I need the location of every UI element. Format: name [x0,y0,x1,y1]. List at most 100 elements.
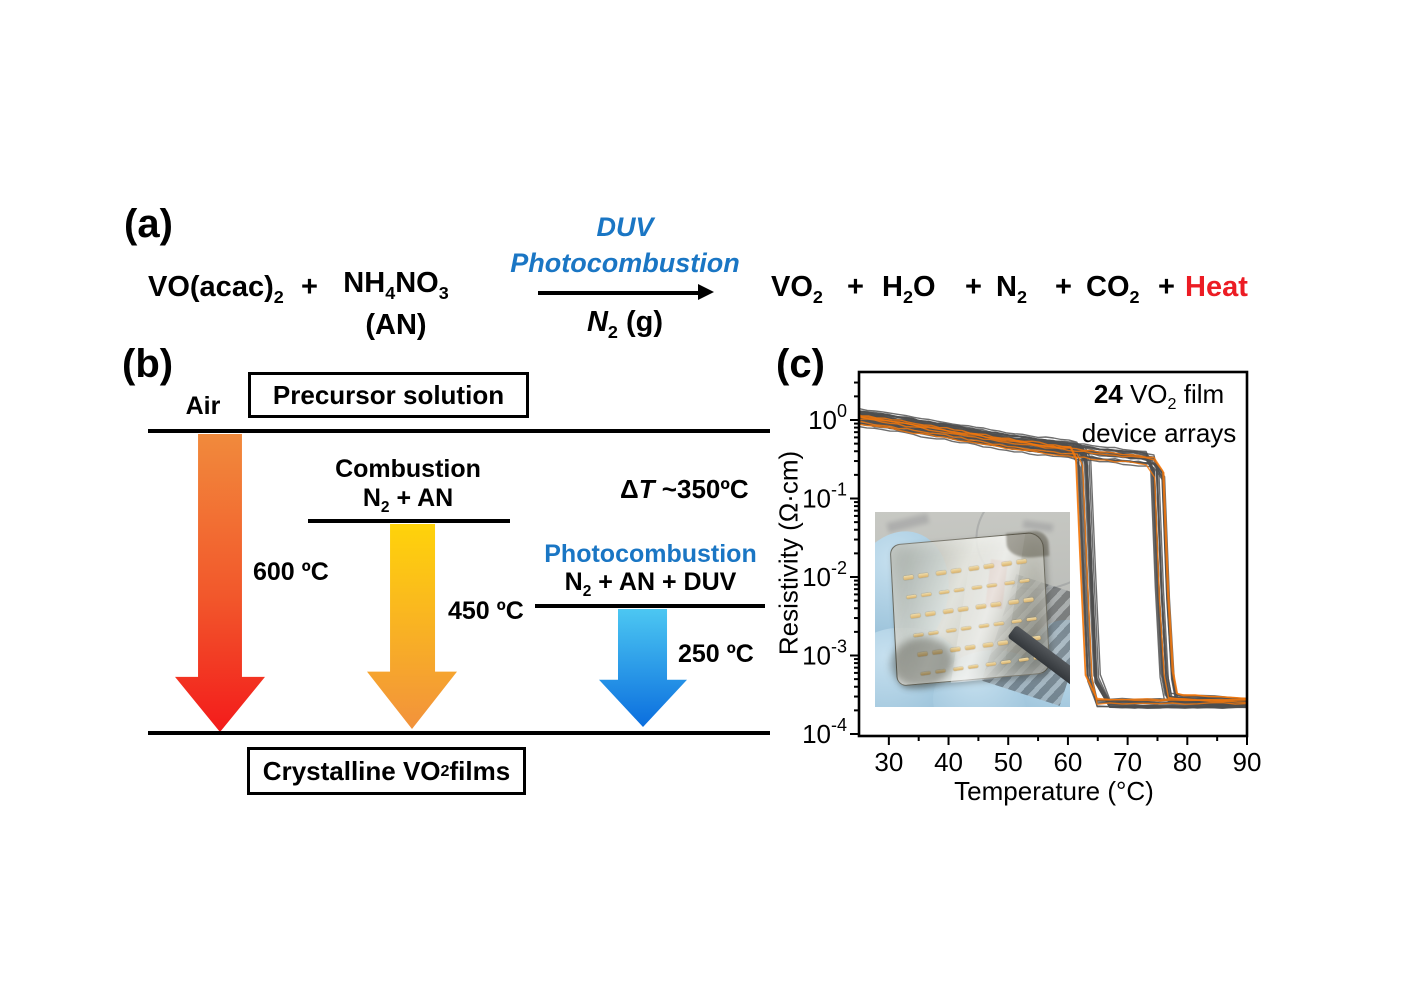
svg-text:50: 50 [994,747,1023,777]
gold-contact-pad [968,565,980,571]
gold-contact-pad [993,621,1005,626]
gold-contact-pad [964,644,975,650]
reactant-an-block: NH4NO3 (AN) [330,267,462,341]
plus-sign: + [1055,271,1072,303]
plus-sign: + [847,271,864,303]
gold-contact-pad [936,570,947,576]
gold-contact-pad [1011,618,1023,624]
svg-text:10-4: 10-4 [802,715,847,749]
svg-text:10-3: 10-3 [802,637,847,671]
precursor-baseline [148,429,770,433]
gold-contact-pad [972,584,983,590]
combustion-baseline [308,519,510,523]
gold-contact-pad [942,608,954,614]
plus-sign: + [301,271,318,303]
reaction-condition-duv: DUV [596,212,654,242]
reactant-an-abbreviation: (AN) [365,308,427,341]
gold-contact-pad [957,606,969,612]
plus-sign: + [1158,271,1175,303]
flexible-film [889,529,1051,691]
svg-text:90: 90 [1233,747,1262,777]
reaction-arrow-head-icon [698,284,714,300]
gold-contact-pad [1008,599,1019,605]
svg-text:40: 40 [934,747,963,777]
gold-contact-pad [925,611,936,616]
gold-contact-pad [939,589,950,595]
gold-contact-pad [997,640,1008,646]
product-h2o: H2O [882,271,936,307]
photocombustion-process-arrow [599,609,687,727]
gold-contact-pad [953,666,964,671]
delta-t-label: ΔT ~350ºC [620,474,749,504]
combustion-label-block: Combustion N2 + AN [318,455,498,522]
photocombustion-label: Photocombustion [544,540,757,568]
plus-sign: + [965,271,982,303]
gold-contact-pad [949,646,961,652]
photocombustion-temperature-label: 250 ºC [678,640,754,668]
product-n2: N2 [996,271,1027,307]
reaction-condition-n2-gas: N2 (g) [586,306,664,342]
resistivity-temperature-chart: 30 40 50 60 70 80 90 100 10-1 10-2 10-3 10-4 [802,370,1262,777]
film-baseline [148,731,770,735]
gold-contact-pad [1026,616,1037,622]
crystalline-film-box: Crystalline VO 2 films [247,747,526,795]
gold-contact-pad [918,572,929,578]
gold-contact-pad [987,582,998,588]
photocombustion-atmosphere: N2 + AN + DUV [564,568,737,600]
gold-contact-pad [946,627,957,633]
svg-text:100: 100 [808,401,847,435]
gold-contact-pad [983,563,994,569]
reaction-arrow-line [538,291,700,295]
svg-text:70: 70 [1113,747,1142,777]
reaction-condition-photocombustion: Photocombustion [510,248,740,278]
combustion-temperature-label: 450 ºC [448,597,524,625]
gold-contact-pad [975,603,986,609]
gold-contact-pad [982,642,993,648]
air-label: Air [185,392,221,420]
svg-text:10-1: 10-1 [802,480,847,514]
product-vo2: VO2 [771,271,823,307]
panel-b-label: (b) [122,342,174,386]
gold-contact-pad [1018,656,1029,662]
reactant-voacac2: VO(acac)2 [148,271,284,307]
svg-text:10-2: 10-2 [802,558,847,592]
gold-contact-pad [1019,578,1031,583]
gold-contact-pad [921,591,932,597]
inset-photo-flexible-device [875,512,1070,707]
gold-contact-pad [961,625,972,631]
panel-a-label: (a) [124,202,173,246]
gold-contact-pad [928,630,939,636]
gold-contact-pad [1023,597,1034,603]
combustion-label: Combustion [335,455,481,483]
combustion-process-arrow [367,524,457,729]
gold-contact-pad [954,587,965,593]
svg-text:60: 60 [1053,747,1082,777]
panel-c-label: (c) [776,342,825,386]
x-axis-title: Temperature (°C) [954,776,1154,806]
svg-text:30: 30 [874,747,903,777]
gold-contact-pad [1016,558,1027,564]
photocombustion-baseline [535,604,765,608]
precursor-solution-box: Precursor solution [248,372,529,418]
gold-contact-pad [950,568,962,574]
svg-text:80: 80 [1173,747,1202,777]
gold-contact-pad [903,574,914,580]
gold-contact-pad [910,613,921,619]
air-temperature-label: 600 ºC [253,558,329,586]
gold-contact-pad [1004,580,1016,586]
chart-annotation: 24 VO2 film device arrays [1081,379,1237,449]
background-marking [886,513,930,533]
gold-contact-pad [906,594,917,599]
gold-contact-pad [1000,659,1012,665]
gold-contact-pad [979,623,990,629]
reactant-an-formula: NH4NO3 [343,267,449,303]
product-heat: Heat [1185,271,1248,303]
combustion-atmosphere: N2 + AN [362,484,454,516]
gold-contact-pad [1001,561,1012,566]
gold-contact-pad [985,661,997,667]
gold-contact-pad [968,664,979,669]
air-process-arrow [175,434,265,732]
y-axis-title: Resistivity (Ω·cm) [773,450,804,656]
gold-contact-pad [990,601,1001,607]
